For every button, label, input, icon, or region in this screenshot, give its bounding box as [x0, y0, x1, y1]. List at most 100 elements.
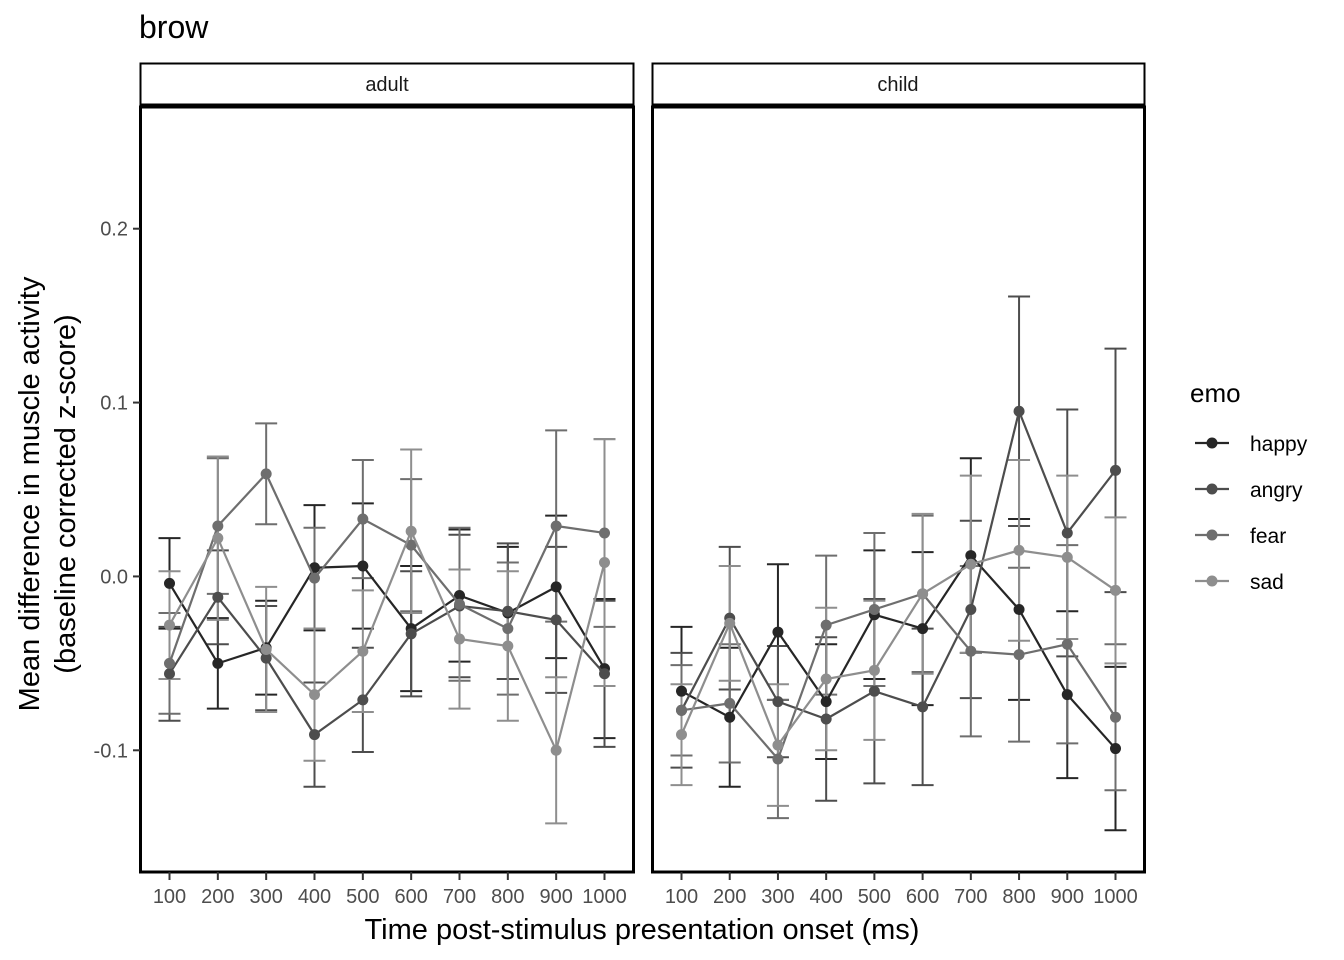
point-child-sad: [676, 729, 687, 741]
legend-entry-fear: fear: [1195, 525, 1286, 548]
series-line-adult-happy: [168, 564, 606, 670]
point-child-fear: [1013, 649, 1025, 661]
legend-label: angry: [1250, 479, 1303, 502]
errorbars-adult-fear: [158, 422, 616, 715]
point-adult-sad: [502, 640, 514, 652]
point-adult-sad: [599, 557, 610, 569]
x-tick-label: 700: [443, 886, 476, 908]
legend-title: emo: [1190, 378, 1241, 408]
strip-label-child: child: [877, 74, 918, 96]
x-tick-label: 800: [1002, 886, 1035, 908]
point-child-happy: [1110, 743, 1121, 755]
point-child-sad: [820, 673, 832, 685]
x-tick-label: 400: [298, 886, 331, 908]
legend-entry-angry: angry: [1195, 479, 1303, 502]
x-tick-label: 600: [906, 886, 939, 908]
point-adult-sad: [164, 619, 175, 631]
x-tick-label: 1000: [1093, 886, 1138, 908]
point-adult-fear: [599, 527, 610, 539]
y-tick-label: 0.1: [100, 393, 128, 415]
x-tick-label: 1000: [582, 886, 627, 908]
y-tick-label: 0.2: [100, 219, 128, 241]
x-tick-label: 400: [809, 886, 842, 908]
y-axis: -0.1 0.0 0.1 0.2: [94, 219, 140, 762]
point-child-fear: [868, 603, 880, 615]
point-child-fear: [724, 697, 736, 709]
errorbars-child-angry: [670, 295, 1127, 802]
point-child-fear: [1110, 711, 1121, 723]
x-tick-label: 800: [491, 886, 524, 908]
y-axis-title: Mean difference in muscle activity (base…: [14, 276, 82, 711]
x-tick-label: 500: [346, 886, 379, 908]
y-tick-label: 0.0: [100, 566, 128, 588]
plot-title: brow: [139, 9, 209, 45]
point-adult-sad: [212, 532, 224, 544]
point-adult-fear: [164, 657, 175, 669]
point-child-sad: [917, 588, 929, 600]
x-tick-label: 600: [394, 886, 427, 908]
point-adult-angry: [212, 591, 224, 603]
point-adult-angry: [260, 652, 272, 664]
legend-label: sad: [1250, 571, 1284, 594]
point-adult-happy: [550, 581, 562, 593]
point-child-fear: [965, 645, 977, 657]
point-adult-angry: [309, 729, 320, 741]
point-child-sad: [724, 617, 736, 629]
point-child-angry: [1110, 464, 1121, 476]
point-adult-sad: [550, 744, 562, 756]
errorbars-child-fear: [670, 514, 1127, 820]
point-child-sad: [868, 664, 880, 676]
series-line-child-fear: [681, 592, 1117, 762]
series-line-adult-fear: [168, 471, 605, 664]
point-child-angry: [1013, 405, 1025, 417]
x-tick-label: 200: [713, 886, 746, 908]
plot-area-adult: [158, 422, 616, 825]
legend-entries: happy angry fear sad: [1195, 433, 1308, 594]
point-adult-fear: [357, 513, 369, 525]
point-adult-angry: [502, 605, 514, 617]
point-adult-happy: [164, 577, 175, 589]
x-axis-child: 100 200 300 400 500 600 700 800 900 1000: [665, 872, 1138, 908]
strip-label-adult: adult: [365, 74, 409, 96]
legend-key-point: [1206, 529, 1218, 541]
point-child-happy: [965, 550, 977, 562]
x-tick-label: 100: [665, 886, 698, 908]
x-axis-title: Time post-stimulus presentation onset (m…: [365, 914, 920, 946]
point-adult-sad: [454, 633, 465, 645]
panel-border-child: [651, 105, 1146, 874]
point-child-happy: [1061, 689, 1073, 701]
point-child-fear: [772, 753, 784, 765]
legend-key-point: [1206, 483, 1218, 495]
point-child-angry: [965, 603, 977, 615]
point-child-sad: [1110, 584, 1121, 596]
legend-entry-sad: sad: [1195, 571, 1284, 594]
panel-adult: adult: [139, 62, 635, 874]
point-adult-happy: [357, 560, 369, 572]
point-adult-angry: [405, 628, 417, 640]
point-adult-angry: [599, 668, 610, 680]
point-child-fear: [820, 619, 832, 631]
point-child-sad: [965, 558, 977, 570]
x-tick-label: 100: [153, 886, 186, 908]
x-tick-label: 500: [858, 886, 891, 908]
point-child-happy: [676, 685, 687, 697]
point-adult-happy: [454, 590, 465, 602]
point-adult-fear: [260, 468, 272, 480]
panel-child: child: [651, 62, 1146, 874]
x-axis-adult: 100 200 300 400 500 600 700 800 900 1000: [153, 872, 627, 908]
series-line-adult-sad: [168, 528, 606, 754]
point-child-sad: [772, 739, 784, 751]
point-adult-sad: [260, 643, 272, 655]
point-adult-fear: [454, 598, 465, 610]
x-tick-label: 300: [249, 886, 282, 908]
point-child-happy: [772, 626, 784, 638]
point-child-happy: [820, 696, 832, 708]
y-axis-title-line1: Mean difference in muscle activity: [14, 276, 46, 711]
legend-key-point: [1206, 575, 1218, 587]
series-line-child-angry: [680, 407, 1117, 721]
x-tick-label: 900: [539, 886, 572, 908]
point-adult-fear: [502, 623, 514, 635]
legend-key-point: [1206, 437, 1218, 449]
errorbars-adult-sad: [158, 438, 616, 825]
